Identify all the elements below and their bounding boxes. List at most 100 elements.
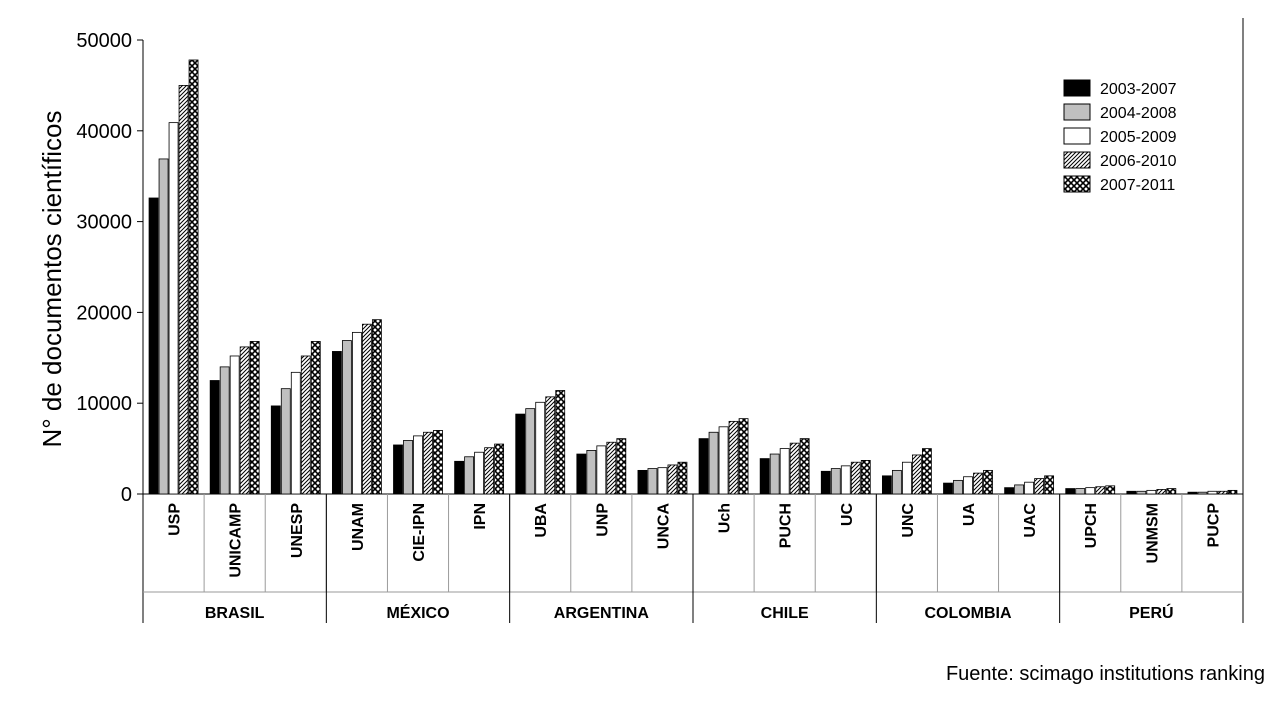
bar-unca-2007-2011 [677, 461, 688, 495]
bar-ipn-2003-2007 [454, 460, 465, 495]
bar-unp-2005-2009 [596, 445, 607, 495]
bar-upch-2004-2008 [1075, 488, 1086, 495]
bar-usp-2007-2011 [188, 59, 199, 495]
category-label-puch: PUCH [778, 503, 795, 548]
axes: 0 10000 20000 30000 40000 50000 N° de document… [37, 18, 1244, 623]
y-tick-label: 40000 [76, 121, 132, 143]
bar-uac-2003-2007 [1004, 487, 1015, 495]
category-label-pucp: PUCP [1205, 503, 1222, 548]
bar-unmsm-2006-2010 [1156, 489, 1167, 495]
bar-uch-2007-2011 [738, 418, 749, 495]
bar-uch-2006-2010 [728, 420, 739, 495]
bar-uc-2005-2009 [840, 465, 851, 495]
bar-ipn-2006-2010 [484, 447, 495, 495]
bar-uc-2003-2007 [820, 470, 831, 495]
category-label-usp: USP [167, 503, 184, 536]
bar-unesp-2007-2011 [310, 341, 321, 495]
bar-usp-2006-2010 [178, 85, 189, 495]
bar-usp-2003-2007 [148, 197, 159, 495]
bar-uba-2004-2008 [525, 408, 536, 495]
bar-unam-2006-2010 [361, 323, 372, 495]
bar-unca-2006-2010 [667, 464, 678, 495]
bar-unam-2003-2007 [331, 351, 342, 495]
category-label-unp: UNP [594, 503, 611, 537]
bar-usp-2004-2008 [158, 158, 169, 495]
bar-unc-2003-2007 [881, 475, 892, 495]
bar-puch-2005-2009 [779, 448, 790, 495]
category-label-unicamp: UNICAMP [228, 503, 245, 578]
bar-cie-ipn-2004-2008 [403, 440, 413, 495]
bar-pucp-2004-2008 [1197, 491, 1208, 495]
bar-unicamp-2004-2008 [219, 366, 230, 495]
legend: 2003-2007 2004-2008 2005-2009 2006-2010 2007… [1063, 79, 1177, 194]
bar-cie-ipn-2003-2007 [393, 444, 403, 495]
bar-unmsm-2005-2009 [1146, 489, 1157, 495]
bar-unicamp-2006-2010 [239, 346, 250, 495]
bar-unmsm-2004-2008 [1136, 490, 1147, 495]
bar-unesp-2005-2009 [290, 371, 301, 495]
category-label-unc: UNC [900, 503, 917, 538]
bar-ipn-2005-2009 [474, 451, 485, 495]
bar-unp-2003-2007 [576, 453, 587, 495]
bar-cie-ipn-2006-2010 [423, 431, 433, 495]
legend-label: 2004-2008 [1100, 105, 1177, 122]
category-label-unesp: UNESP [289, 503, 306, 558]
legend-swatch [1063, 103, 1091, 121]
category-label-upch: UPCH [1083, 503, 1100, 548]
bar-uc-2006-2010 [850, 461, 861, 495]
category-label-uc: UC [839, 503, 856, 527]
bar-upch-2007-2011 [1105, 485, 1116, 495]
legend-swatch [1063, 79, 1091, 97]
legend-swatch [1063, 151, 1091, 169]
group-label: ARGENTINA [554, 605, 650, 622]
y-tick-label: 10000 [76, 393, 132, 415]
legend-label: 2005-2009 [1100, 129, 1177, 146]
bar-ua-2004-2008 [953, 479, 963, 495]
bar-uch-2005-2009 [718, 426, 729, 495]
bar-usp-2005-2009 [168, 122, 179, 495]
bar-unp-2007-2011 [616, 438, 627, 495]
legend-label: 2007-2011 [1100, 177, 1175, 194]
category-label-unmsm: UNMSM [1144, 503, 1161, 563]
bar-unmsm-2003-2007 [1126, 490, 1137, 495]
bar-unc-2004-2008 [891, 469, 902, 495]
category-label-uch: Uch [717, 503, 734, 533]
bar-uac-2007-2011 [1044, 475, 1055, 495]
bar-unp-2004-2008 [586, 450, 597, 495]
bar-pucp-2006-2010 [1217, 490, 1228, 495]
legend-swatch [1063, 127, 1091, 145]
bar-unp-2006-2010 [606, 441, 617, 495]
bar-unc-2005-2009 [901, 461, 912, 495]
bar-uch-2004-2008 [708, 431, 719, 495]
bar-ua-2007-2011 [983, 469, 993, 495]
group-label: PERÚ [1129, 603, 1173, 622]
bar-uac-2006-2010 [1034, 478, 1045, 495]
bar-unca-2003-2007 [637, 469, 648, 495]
group-label: BRASIL [205, 605, 265, 622]
bar-upch-2005-2009 [1085, 487, 1096, 495]
category-label-uac: UAC [1022, 503, 1039, 538]
bar-upch-2003-2007 [1065, 488, 1076, 495]
y-tick-label: 0 [121, 484, 132, 506]
group-label: MÉXICO [386, 603, 449, 622]
bar-unicamp-2005-2009 [229, 355, 240, 495]
bar-puch-2007-2011 [799, 438, 810, 495]
category-label-ipn: IPN [472, 503, 489, 530]
bar-unicamp-2007-2011 [249, 341, 260, 495]
bar-uac-2004-2008 [1014, 484, 1025, 495]
bar-unca-2004-2008 [647, 468, 658, 495]
bar-cie-ipn-2005-2009 [413, 435, 423, 495]
y-tick-label: 20000 [76, 302, 132, 324]
group-label: COLOMBIA [924, 605, 1012, 622]
bar-uba-2006-2010 [545, 396, 556, 495]
bar-uba-2007-2011 [555, 390, 566, 495]
bars [148, 59, 1238, 495]
bar-unam-2005-2009 [351, 331, 362, 495]
bar-puch-2003-2007 [759, 458, 770, 495]
bar-unesp-2003-2007 [270, 405, 281, 495]
bar-ua-2003-2007 [943, 482, 953, 495]
bar-uba-2003-2007 [515, 413, 526, 495]
legend-swatch [1063, 175, 1091, 193]
legend-label: 2003-2007 [1100, 81, 1177, 98]
